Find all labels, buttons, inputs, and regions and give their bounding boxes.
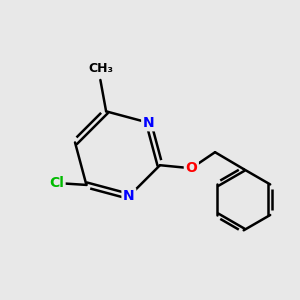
- Text: N: N: [143, 116, 154, 130]
- Text: O: O: [185, 161, 197, 175]
- Text: Cl: Cl: [49, 176, 64, 190]
- Text: N: N: [123, 189, 135, 203]
- Text: CH₃: CH₃: [88, 62, 113, 75]
